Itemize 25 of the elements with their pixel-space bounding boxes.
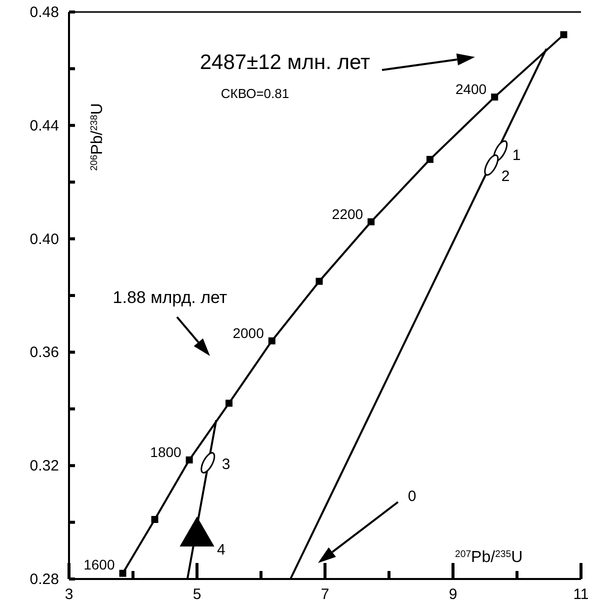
annotation: 3 [222,456,230,473]
annotation: 2000 [232,324,264,341]
annotation: 0 [408,488,416,505]
annotation: 2487±12 млн. лет [200,51,370,74]
y-tick-label: 0.36 [30,344,59,362]
y-tick-label: 0.48 [30,4,59,21]
annotation: 2200 [332,206,364,222]
annotation: 4 [217,541,226,558]
annotation: СКВО=0.81 [220,86,290,101]
x-tick-label: 11 [573,586,589,603]
annotation: 1 [512,146,521,164]
x-axis-title: $^{207}$Pb/$^{235}$U [455,548,523,566]
y-tick-label: 0.40 [30,230,59,248]
x-tick-label: 5 [192,586,202,603]
annotation: 2 [501,168,510,186]
x-tick-label: 3 [64,586,74,603]
annotation: 1800 [150,444,182,460]
x-tick-label: 9 [448,586,458,603]
annotation: 1600 [84,556,115,572]
y-tick-label: 0.44 [30,117,59,134]
y-tick-label: 0.32 [30,458,59,475]
annotation: 1.88 млрд. лет [112,288,228,307]
annotation: 2400 [455,81,487,98]
y-tick-label: 0.28 [30,571,59,588]
x-tick-label: 7 [320,586,330,603]
